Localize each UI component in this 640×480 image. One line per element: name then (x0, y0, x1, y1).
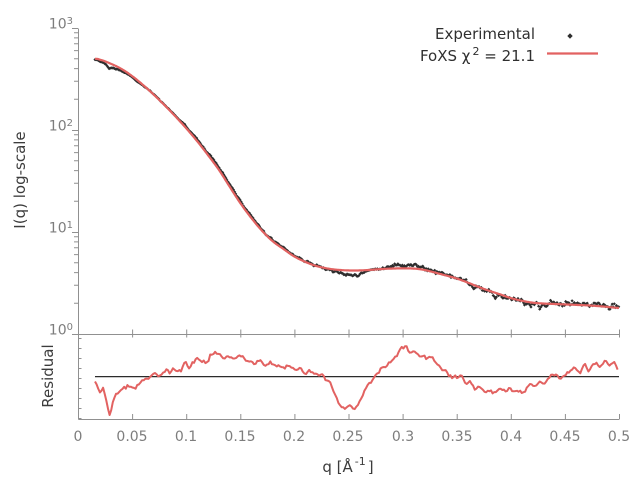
x-tick-label: 0.5 (607, 429, 631, 445)
x-tick-label: 0.1 (174, 429, 198, 445)
fit-line (94, 57, 620, 310)
x-tick-label: 0.45 (549, 429, 581, 445)
x-tick-label: 0.05 (116, 429, 148, 445)
main-y-axis-label: I(q) log-scale (11, 131, 29, 229)
x-axis-label: q [Å -1] (322, 455, 374, 476)
x-tick-label: 0.15 (224, 429, 256, 445)
x-tick-label: 0.4 (499, 429, 523, 445)
x-tick-label: 0.3 (391, 429, 415, 445)
y-tick-label: 103 (48, 16, 73, 33)
x-tick-label: 0 (73, 429, 83, 445)
legend-experimental-marker (567, 33, 573, 39)
residual-y-axis-label: Residual (39, 344, 57, 408)
legend-experimental-label: Experimental (434, 25, 535, 43)
residual-line (94, 345, 619, 416)
x-tick-label: 0.2 (282, 429, 306, 445)
experimental-points (93, 58, 621, 311)
x-tick-label: 0.35 (441, 429, 473, 445)
y-tick-label: 100 (48, 322, 73, 339)
y-tick-label: 101 (48, 220, 73, 237)
x-tick-label: 0.25 (332, 429, 364, 445)
y-tick-label: 102 (48, 118, 73, 135)
axes-and-ticks (72, 28, 620, 420)
